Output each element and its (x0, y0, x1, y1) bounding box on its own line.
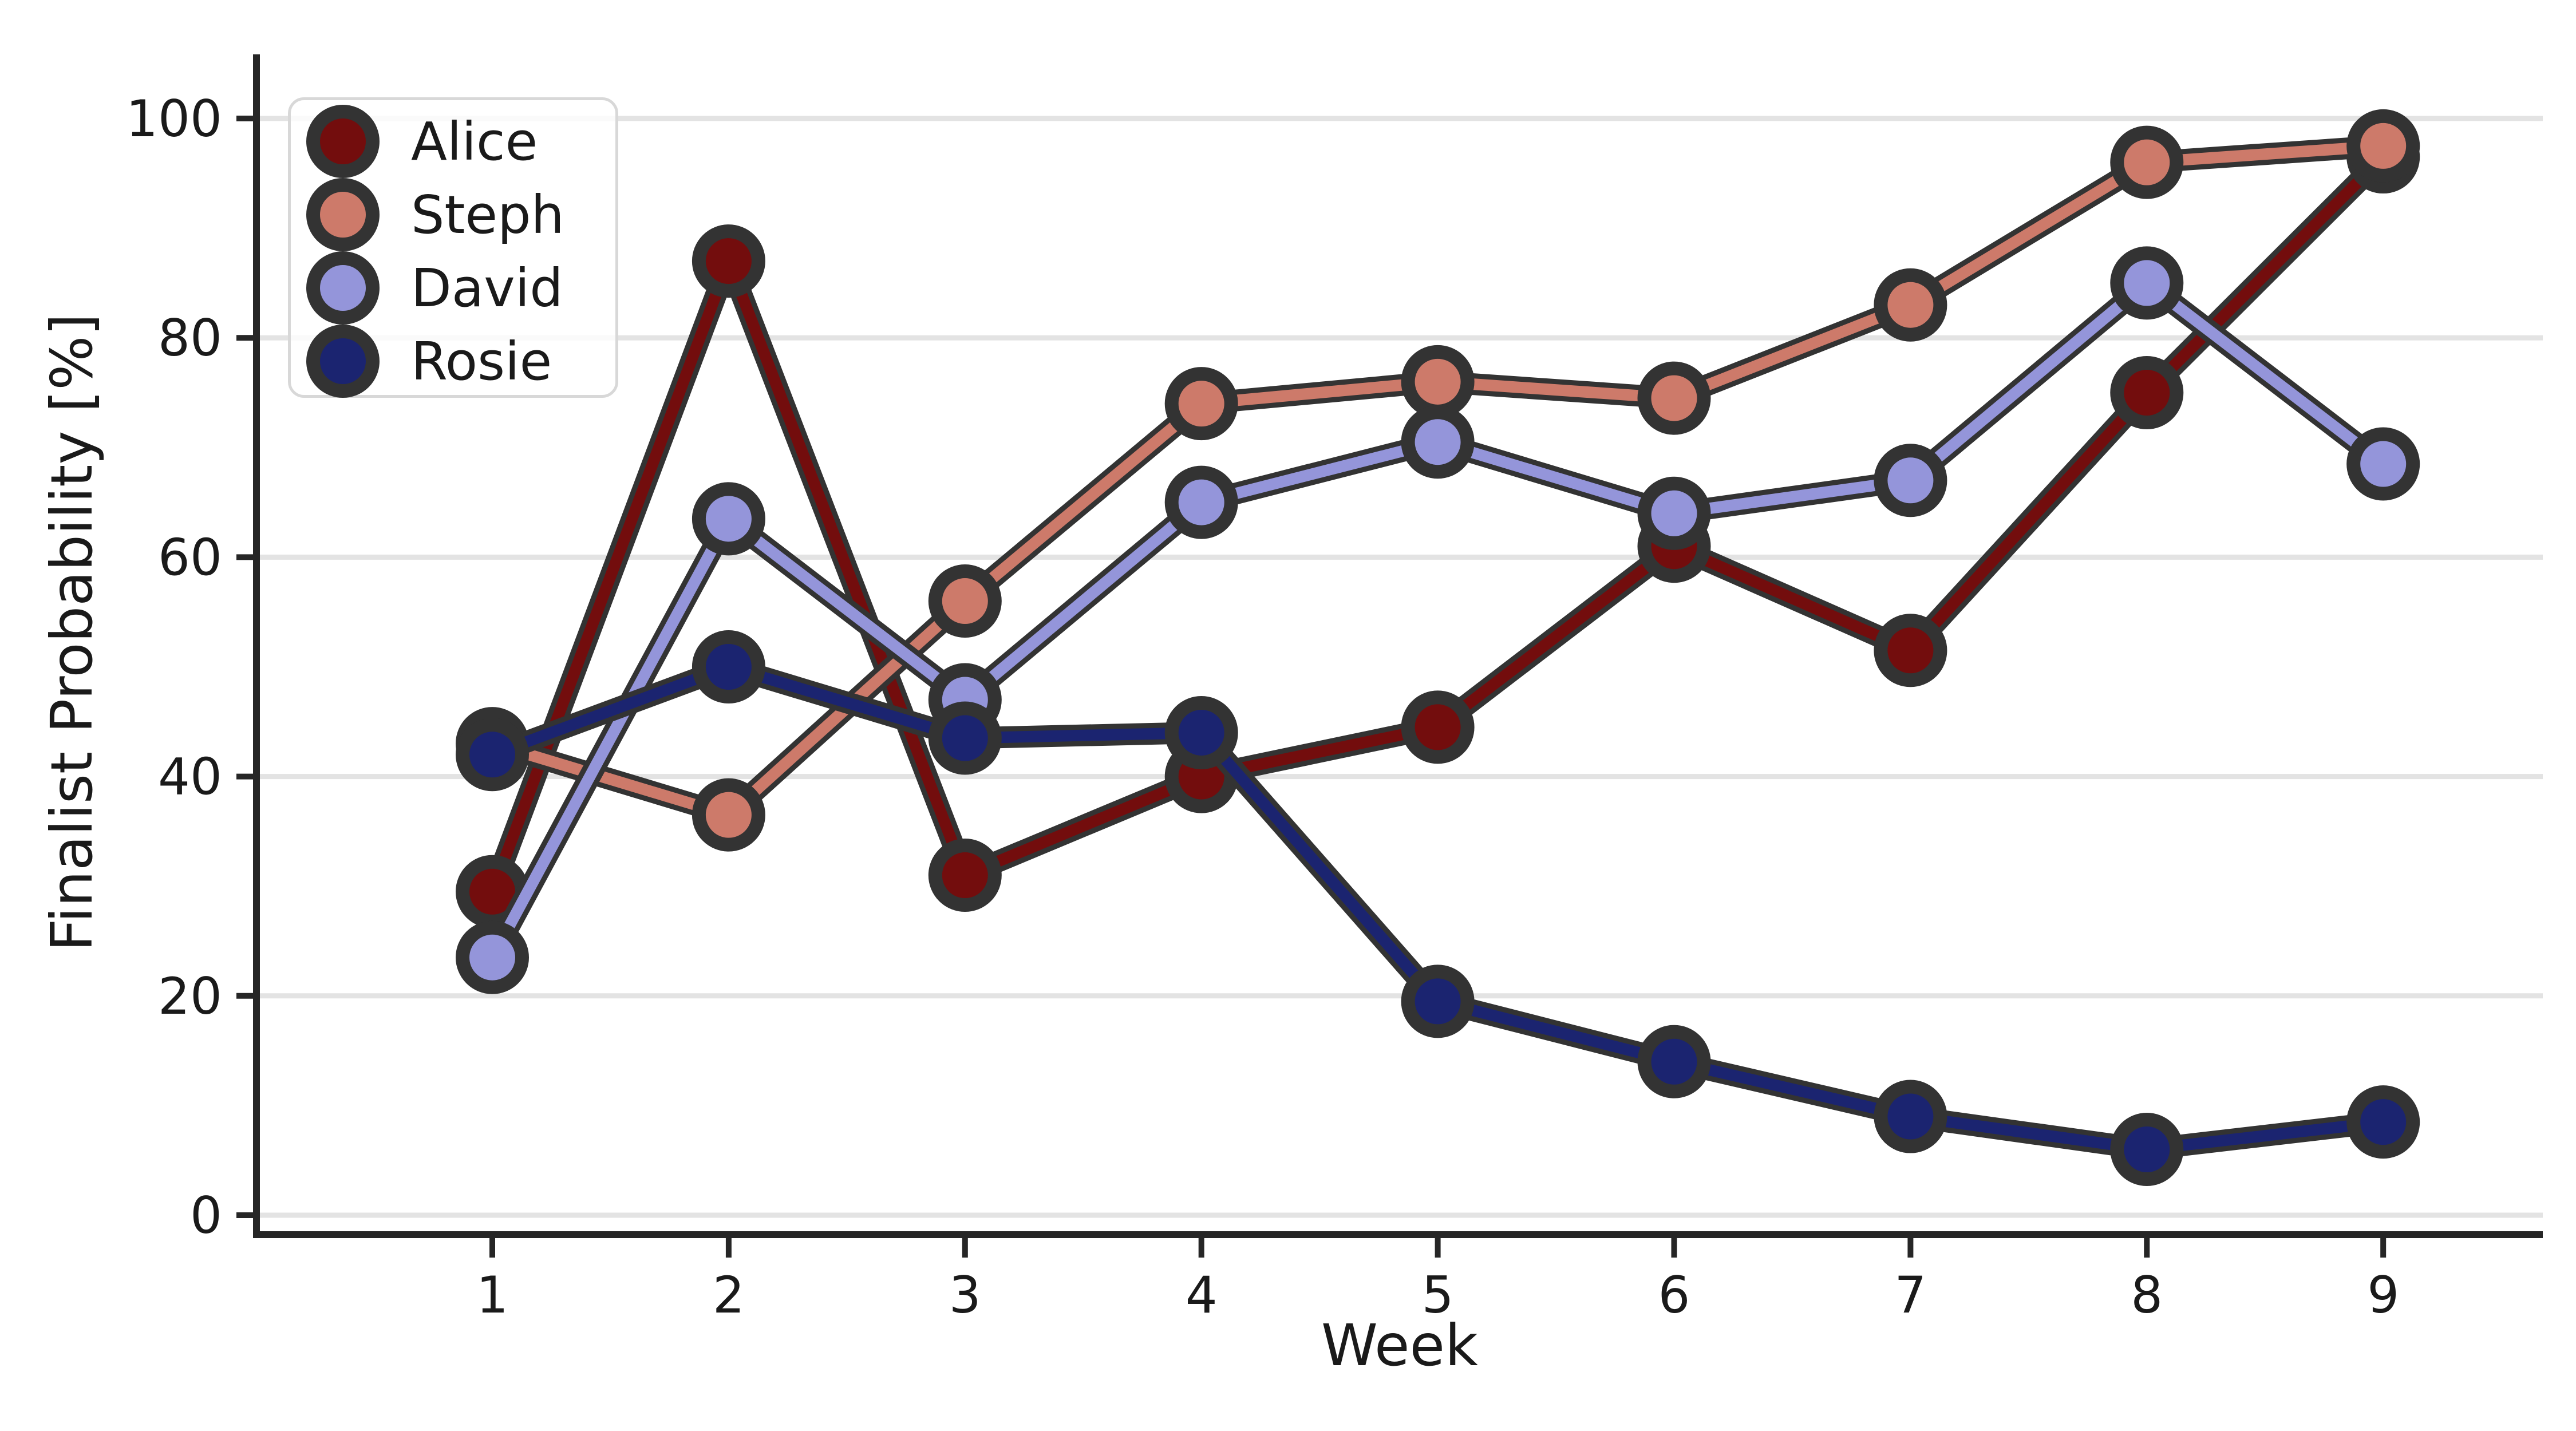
x-tick-label-5: 5 (1422, 1266, 1454, 1325)
legend-label-alice: Alice (411, 110, 538, 172)
x-tick-label-6: 6 (1658, 1266, 1690, 1325)
data-point-david-week4 (1164, 465, 1238, 539)
legend-item-steph: Steph (291, 178, 615, 251)
data-point-rosie-week4 (1164, 695, 1238, 769)
legend-label-david: David (411, 257, 563, 319)
x-tick-label-9: 9 (2367, 1266, 2399, 1325)
y-tick-label-100: 100 (126, 89, 222, 148)
y-tick-label-60: 60 (158, 528, 222, 587)
data-point-rosie-week6 (1637, 1025, 1711, 1098)
data-point-david-week8 (2110, 246, 2184, 320)
x-tick-label-1: 1 (476, 1266, 508, 1325)
data-point-david-week6 (1637, 476, 1711, 550)
x-tick-label-3: 3 (949, 1266, 981, 1325)
data-point-steph-week8 (2110, 125, 2184, 199)
data-point-alice-week7 (1874, 614, 1947, 687)
x-tick-label-2: 2 (713, 1266, 745, 1325)
legend-item-rosie: Rosie (291, 325, 615, 398)
data-point-steph-week6 (1637, 361, 1711, 435)
data-point-rosie-week8 (2110, 1113, 2184, 1187)
y-tick-label-80: 80 (158, 309, 222, 367)
data-point-david-week9 (2346, 427, 2420, 501)
data-point-alice-week8 (2110, 356, 2184, 429)
data-point-alice-week3 (928, 839, 1002, 912)
data-point-rosie-week5 (1401, 964, 1475, 1038)
x-tick-label-7: 7 (1894, 1266, 1926, 1325)
data-point-steph-week2 (692, 778, 765, 852)
data-point-steph-week9 (2346, 109, 2420, 183)
legend-marker-david (306, 251, 380, 325)
x-tick-label-8: 8 (2131, 1266, 2163, 1325)
y-tick-label-40: 40 (158, 748, 222, 807)
data-point-rosie-week1 (456, 718, 529, 792)
legend-marker-alice (306, 105, 380, 178)
legend-marker-rosie (306, 325, 380, 398)
x-axis-label: Week (1321, 1312, 1478, 1379)
legend-label-steph: Steph (411, 184, 564, 246)
y-axis-label: Finalist Probability [%] (38, 314, 105, 952)
legend: Alice Steph David Rosie (288, 97, 618, 398)
data-point-steph-week4 (1164, 367, 1238, 441)
data-point-david-week2 (692, 482, 765, 556)
y-tick-label-20: 20 (158, 967, 222, 1026)
data-point-rosie-week2 (692, 630, 765, 703)
y-tick-label-0: 0 (190, 1186, 222, 1245)
x-tick-label-4: 4 (1186, 1266, 1218, 1325)
data-point-rosie-week9 (2346, 1085, 2420, 1159)
data-point-steph-week5 (1401, 345, 1475, 418)
legend-item-david: David (291, 251, 615, 325)
data-point-rosie-week3 (928, 701, 1002, 775)
data-point-david-week5 (1401, 405, 1475, 479)
legend-label-rosie: Rosie (411, 330, 552, 392)
legend-marker-steph (306, 178, 380, 251)
data-point-steph-week3 (928, 564, 1002, 638)
data-point-david-week7 (1874, 444, 1947, 517)
data-point-alice-week5 (1401, 690, 1475, 764)
data-point-rosie-week7 (1874, 1080, 1947, 1153)
data-point-steph-week7 (1874, 268, 1947, 342)
legend-item-alice: Alice (291, 105, 615, 178)
data-point-david-week1 (456, 920, 529, 994)
data-point-alice-week2 (692, 224, 765, 298)
